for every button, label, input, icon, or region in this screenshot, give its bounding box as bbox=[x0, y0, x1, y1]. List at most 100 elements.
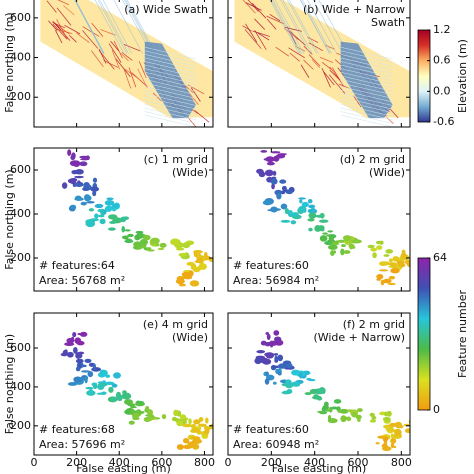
hatch bbox=[340, 79, 393, 92]
hatch bbox=[340, 61, 393, 74]
streak bbox=[97, 0, 128, 54]
feature bbox=[176, 444, 184, 450]
hatch bbox=[144, 71, 197, 85]
feature bbox=[80, 370, 90, 373]
annotation: Area: 60948 m² bbox=[233, 438, 319, 451]
feature bbox=[74, 195, 82, 201]
map-content bbox=[61, 149, 213, 287]
hatch bbox=[144, 114, 197, 127]
streak bbox=[102, 0, 133, 54]
feature bbox=[75, 358, 84, 364]
feature bbox=[198, 417, 204, 422]
streak bbox=[64, 24, 81, 35]
feature bbox=[67, 382, 78, 386]
feature bbox=[98, 214, 105, 218]
feature bbox=[277, 363, 288, 369]
streak bbox=[254, 30, 267, 50]
feature bbox=[390, 267, 400, 274]
hatch bbox=[340, 54, 393, 67]
feature bbox=[139, 411, 145, 414]
feature bbox=[70, 155, 76, 161]
feature bbox=[71, 336, 75, 342]
x-tick-label: 600 bbox=[348, 456, 369, 469]
feature bbox=[121, 226, 126, 233]
feature bbox=[193, 419, 201, 425]
feature bbox=[265, 371, 269, 376]
streak bbox=[100, 29, 116, 36]
feature bbox=[124, 239, 134, 244]
panel-title: (f) 2 m grid bbox=[343, 318, 405, 331]
hatch bbox=[144, 111, 197, 124]
hatch bbox=[340, 96, 393, 110]
feature bbox=[175, 247, 185, 251]
feature bbox=[78, 353, 83, 359]
feature bbox=[99, 218, 106, 225]
feature bbox=[273, 353, 279, 356]
hatch bbox=[144, 54, 197, 67]
streak bbox=[137, 68, 148, 89]
feature bbox=[127, 233, 134, 238]
hatch bbox=[340, 71, 393, 85]
feature bbox=[69, 204, 77, 210]
feature bbox=[316, 410, 327, 413]
panel-frame bbox=[227, 0, 411, 128]
feature bbox=[191, 423, 197, 430]
feature bbox=[270, 206, 278, 213]
streak bbox=[99, 0, 129, 54]
feature bbox=[71, 169, 79, 175]
y-tick-label: 400 bbox=[10, 380, 31, 393]
feature bbox=[298, 205, 307, 213]
feature bbox=[273, 155, 280, 162]
x-tick-label: 200 bbox=[66, 456, 87, 469]
feature bbox=[179, 414, 187, 420]
colorbar bbox=[417, 29, 431, 123]
hatch bbox=[144, 100, 197, 113]
feature bbox=[171, 416, 177, 422]
feature bbox=[262, 200, 273, 206]
feature bbox=[388, 275, 396, 280]
feature bbox=[327, 230, 334, 233]
streak bbox=[289, 30, 306, 46]
feature bbox=[270, 151, 281, 154]
feature bbox=[203, 426, 210, 430]
feature bbox=[92, 177, 98, 183]
feature bbox=[280, 219, 291, 223]
feature bbox=[287, 210, 293, 218]
feature bbox=[383, 278, 392, 284]
streak bbox=[270, 0, 301, 54]
feature bbox=[105, 381, 115, 386]
feature bbox=[376, 274, 384, 280]
feature bbox=[79, 155, 90, 159]
feature bbox=[271, 183, 275, 190]
streak bbox=[319, 56, 334, 63]
y-axis-label: False northing (m) bbox=[3, 334, 16, 434]
streak bbox=[323, 71, 335, 86]
feature bbox=[97, 382, 108, 387]
map-content bbox=[40, 0, 213, 127]
streak bbox=[120, 52, 129, 62]
feature bbox=[77, 377, 87, 380]
feature bbox=[277, 153, 288, 156]
streak bbox=[108, 43, 122, 63]
feature bbox=[261, 170, 265, 177]
feature bbox=[209, 423, 213, 430]
panel-title: (Wide) bbox=[172, 331, 208, 344]
hatch bbox=[144, 68, 197, 81]
feature bbox=[182, 272, 190, 278]
feature bbox=[376, 278, 381, 281]
feature bbox=[182, 437, 190, 444]
x-tick-label: 200 bbox=[261, 456, 282, 469]
annotation: Area: 56984 m² bbox=[233, 274, 319, 287]
feature bbox=[147, 409, 152, 417]
panel-title: (Wide + Narrow) bbox=[313, 331, 405, 344]
feature bbox=[190, 428, 200, 433]
feature bbox=[286, 363, 293, 369]
feature bbox=[337, 409, 342, 413]
feature bbox=[291, 212, 299, 217]
feature bbox=[108, 214, 118, 220]
feature bbox=[394, 428, 402, 436]
feature bbox=[406, 260, 410, 267]
streak bbox=[194, 109, 210, 123]
feature bbox=[87, 370, 94, 378]
